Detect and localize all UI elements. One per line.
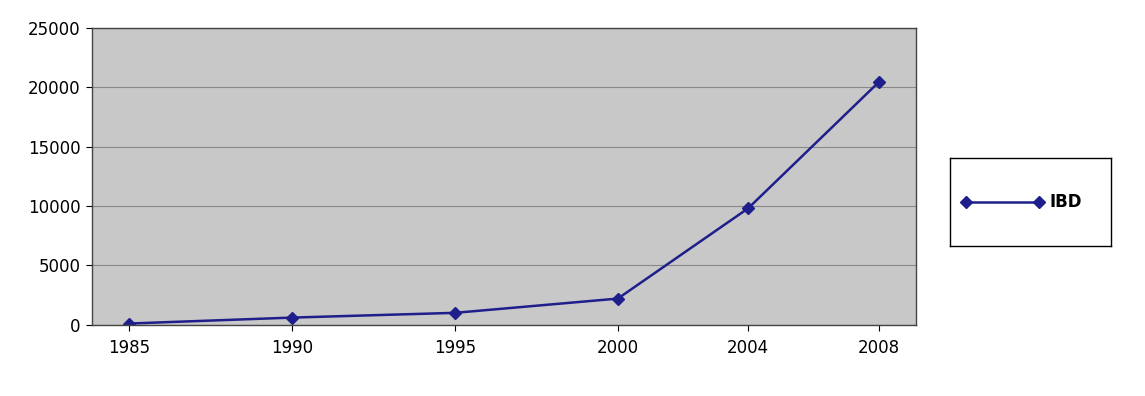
Line: IBD: IBD — [125, 78, 883, 328]
Text: IBD: IBD — [1050, 193, 1082, 211]
IBD — [448, 310, 461, 315]
IBD — [611, 296, 625, 301]
IBD — [741, 206, 755, 211]
IBD — [285, 315, 299, 320]
IBD — [123, 321, 136, 326]
IBD — [871, 80, 885, 85]
